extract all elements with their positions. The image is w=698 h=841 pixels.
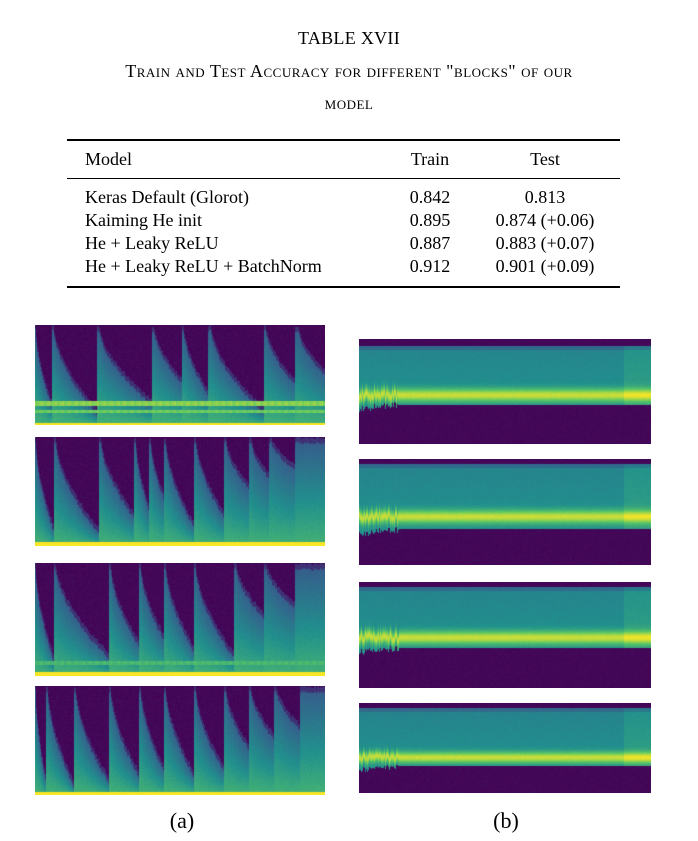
header-model: Model	[85, 149, 132, 169]
row-test: 0.901 (+0.09)	[495, 256, 595, 276]
heatmap-b-2	[359, 459, 651, 565]
heatmap-a-3	[35, 563, 325, 676]
row-test: 0.874 (+0.06)	[495, 210, 595, 230]
panel-label-b: (b)	[493, 808, 519, 833]
table-bottom-rule	[67, 286, 620, 288]
heatmap-a-2	[35, 437, 325, 546]
row-test: 0.883 (+0.07)	[495, 233, 595, 253]
table-caption-line-1: Train and Test Accuracy for different "b…	[125, 61, 573, 81]
panel-label-a: (a)	[169, 808, 195, 833]
heatmap-a-1	[35, 325, 325, 425]
table-top-rule	[67, 139, 620, 141]
row-train: 0.895	[409, 210, 451, 230]
row-model: Kaiming He init	[85, 210, 202, 230]
row-model: Keras Default (Glorot)	[85, 187, 249, 207]
heatmap-a-4	[35, 686, 325, 795]
row-train: 0.912	[409, 256, 451, 276]
header-train: Train	[410, 149, 450, 169]
table-caption-line-2: model	[324, 93, 374, 113]
row-test: 0.813	[524, 187, 566, 207]
row-model: He + Leaky ReLU	[85, 233, 219, 253]
row-model: He + Leaky ReLU + BatchNorm	[85, 256, 322, 276]
heatmap-b-4	[359, 703, 651, 793]
heatmap-b-3	[359, 582, 651, 688]
heatmap-b-1	[359, 339, 651, 444]
header-test: Test	[530, 149, 560, 169]
table-header-rule	[67, 178, 620, 179]
table-number: TABLE XVII	[297, 28, 401, 48]
row-train: 0.842	[409, 187, 451, 207]
row-train: 0.887	[409, 233, 451, 253]
